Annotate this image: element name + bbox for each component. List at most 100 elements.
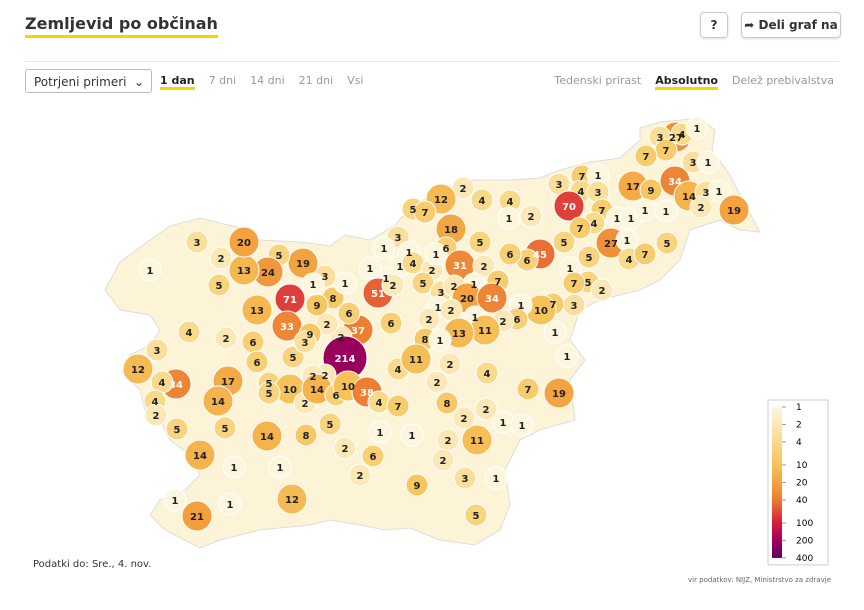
municipality-label: 8 — [444, 399, 451, 410]
legend-tick-label: 2 — [796, 420, 802, 430]
municipality-label: 2 — [461, 414, 468, 425]
tab[interactable]: Vsi — [347, 74, 364, 87]
municipality-label: 1 — [437, 336, 444, 347]
municipality-label: 3 — [322, 272, 329, 283]
municipality — [245, 350, 269, 374]
legend-tick-label: 20 — [796, 478, 808, 488]
municipality-label: 1 — [663, 207, 670, 218]
municipality-label: 5 — [477, 238, 484, 249]
municipality-label: 1 — [595, 171, 602, 182]
municipality-label: 5 — [664, 239, 671, 250]
municipality-label: 1 — [172, 496, 179, 507]
municipality — [181, 500, 213, 532]
municipality-label: 21 — [190, 512, 204, 523]
municipality — [222, 455, 246, 479]
municipality-label: 1 — [435, 303, 442, 314]
tab[interactable]: Tedenski prirast — [554, 74, 642, 87]
municipality-label: 7 — [495, 277, 502, 288]
tab[interactable]: 14 dni — [250, 74, 285, 87]
municipality — [386, 394, 410, 418]
municipality-label: 5 — [327, 420, 334, 431]
municipality — [438, 352, 462, 376]
municipality-label: 9 — [414, 481, 421, 492]
municipality-label: 6 — [254, 358, 261, 369]
municipality-label: 70 — [562, 202, 576, 213]
municipality-label: 12 — [285, 495, 299, 506]
tab[interactable]: 7 dni — [208, 74, 237, 87]
municipality-label: 11 — [478, 326, 492, 337]
municipality — [379, 311, 403, 335]
municipality-label: 1 — [409, 431, 416, 442]
municipality-label: 1 — [506, 214, 513, 225]
municipality-label: 19 — [296, 259, 310, 270]
municipality — [287, 247, 319, 279]
municipality — [428, 328, 452, 352]
help-button[interactable]: ? — [700, 12, 728, 38]
municipality-label: 4 — [479, 196, 486, 207]
municipality — [228, 226, 260, 258]
municipality-label: 2 — [390, 281, 397, 292]
municipality — [400, 343, 432, 375]
metric-select[interactable]: Potrjeni primeri ⌄ — [25, 69, 152, 93]
municipality — [453, 466, 477, 490]
municipality — [472, 254, 496, 278]
municipality-label: 2 — [153, 411, 160, 422]
municipality-label: 1 — [567, 264, 574, 275]
municipality-label: 3 — [395, 233, 402, 244]
municipality-label: 2 — [310, 372, 317, 383]
municipality — [144, 403, 168, 427]
municipality-label: 1 — [705, 158, 712, 169]
tab[interactable]: 1 dan — [160, 74, 195, 90]
municipality-label: 8 — [303, 431, 310, 442]
municipality-label: 2 — [338, 333, 345, 344]
municipality — [333, 436, 357, 460]
municipality-label: 9 — [307, 330, 314, 341]
municipality-label: 1 — [381, 244, 388, 255]
tab[interactable]: Absolutno — [655, 74, 718, 90]
municipality-label: 5 — [561, 238, 568, 249]
municipality-label: 5 — [266, 389, 273, 400]
municipality-label: 1 — [277, 463, 284, 474]
municipality — [464, 503, 488, 527]
municipality-label: 5 — [174, 425, 181, 436]
municipality-label: 2 — [481, 262, 488, 273]
municipality — [468, 230, 492, 254]
municipality-label: 5 — [216, 281, 223, 292]
tab[interactable]: 21 dni — [298, 74, 334, 87]
municipality — [474, 397, 498, 421]
municipality-label: 4 — [679, 130, 686, 141]
municipality-label: 2 — [528, 212, 535, 223]
share-label: Deli graf na — [758, 18, 838, 32]
municipality — [590, 278, 614, 302]
municipality-label: 34 — [485, 294, 499, 305]
municipality — [543, 320, 567, 344]
municipality-label: 6 — [507, 250, 514, 261]
municipality — [202, 385, 234, 417]
municipality — [696, 150, 720, 174]
municipality — [145, 338, 169, 362]
municipality — [400, 423, 424, 447]
municipality-label: 5 — [420, 279, 427, 290]
municipality-label: 2 — [322, 371, 329, 382]
share-icon: ➦ — [744, 18, 759, 32]
municipality-label: 4 — [395, 365, 402, 376]
municipality — [435, 391, 459, 415]
municipality-label: 2 — [445, 436, 452, 447]
municipality-label: 10 — [283, 385, 297, 396]
legend-scale — [772, 407, 782, 558]
municipality — [207, 273, 231, 297]
municipality-label: 7 — [577, 224, 584, 235]
municipality-label: 4 — [626, 255, 633, 266]
tab[interactable]: Delež prebivalstva — [731, 74, 834, 87]
municipality-label: 1 — [472, 313, 479, 324]
municipality-label: 18 — [444, 225, 458, 236]
municipality — [555, 344, 579, 368]
municipality — [361, 444, 385, 468]
share-button[interactable]: ➦ Deli graf na — [741, 12, 841, 38]
municipality-label: 1 — [227, 500, 234, 511]
data-date: Podatki do: Sre., 4. nov. — [33, 559, 152, 570]
municipality-label: 2 — [302, 399, 309, 410]
municipality-label: 1 — [342, 279, 349, 290]
municipality-label: 3 — [438, 288, 445, 299]
municipality-label: 4 — [578, 187, 585, 198]
